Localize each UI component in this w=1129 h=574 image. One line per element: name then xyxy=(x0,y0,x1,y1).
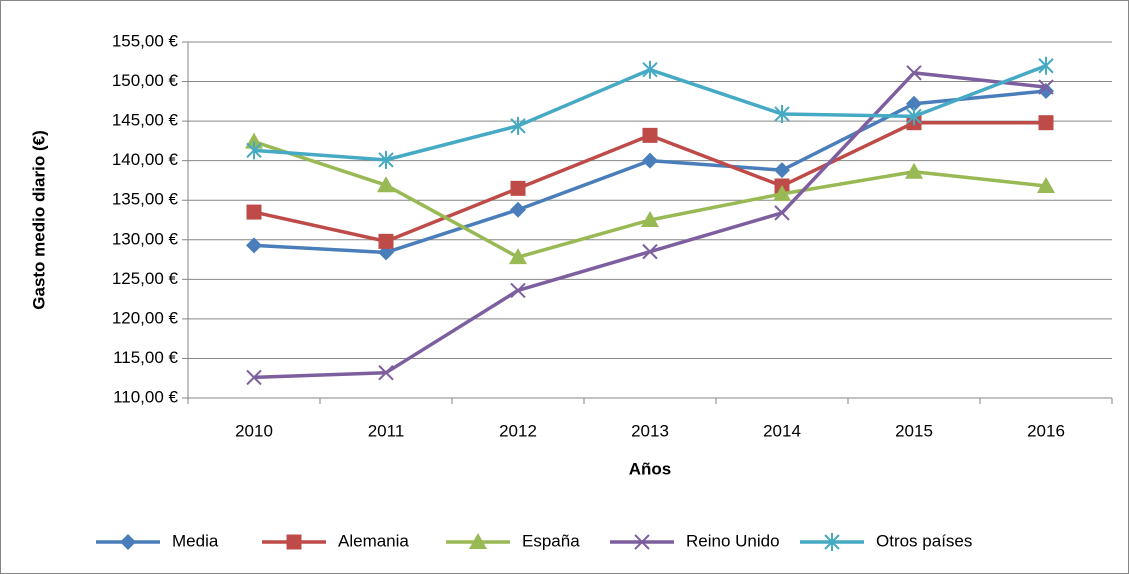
marker xyxy=(774,205,790,221)
marker xyxy=(509,248,527,265)
y-tick-label: 130,00 € xyxy=(112,229,179,248)
legend-marker xyxy=(824,533,840,551)
marker xyxy=(377,176,395,193)
y-tick-label: 110,00 € xyxy=(113,387,178,406)
legend-label: Otros países xyxy=(876,531,972,550)
x-tick-label: 2013 xyxy=(631,421,669,440)
marker xyxy=(774,162,790,179)
x-tick-label: 2016 xyxy=(1027,421,1065,440)
y-tick-label: 150,00 € xyxy=(112,71,179,90)
series xyxy=(246,56,1054,169)
series xyxy=(246,65,1054,386)
y-tick-label: 155,00 € xyxy=(112,31,179,50)
marker xyxy=(246,204,262,220)
marker xyxy=(642,152,658,169)
y-tick-label: 115,00 € xyxy=(113,348,178,367)
legend-marker xyxy=(634,534,650,550)
legend-item: España xyxy=(446,531,580,550)
marker xyxy=(642,60,658,79)
legend-item: Alemania xyxy=(262,531,409,550)
marker xyxy=(906,95,922,112)
legend-item: Otros países xyxy=(800,531,972,551)
marker xyxy=(246,237,262,254)
marker xyxy=(642,243,658,260)
marker xyxy=(1038,115,1054,131)
legend-item: Reino Unido xyxy=(610,531,780,550)
y-tick-label: 145,00 € xyxy=(112,111,179,130)
legend-marker xyxy=(469,533,487,549)
marker xyxy=(906,107,922,126)
legend-label: Reino Unido xyxy=(686,531,780,550)
marker xyxy=(510,282,526,299)
marker xyxy=(774,104,790,123)
marker xyxy=(641,211,659,227)
marker xyxy=(246,369,262,386)
marker xyxy=(510,116,526,135)
marker xyxy=(510,201,526,218)
marker xyxy=(378,150,394,169)
legend-label: Media xyxy=(172,531,219,550)
x-tick-label: 2014 xyxy=(763,421,801,440)
legend-label: España xyxy=(522,531,580,550)
marker xyxy=(378,364,394,381)
y-axis-title: Gasto medio diario (€) xyxy=(29,130,48,309)
x-tick-label: 2015 xyxy=(895,421,933,440)
x-axis-title: Años xyxy=(629,459,672,478)
y-tick-label: 135,00 € xyxy=(112,190,179,209)
x-tick-label: 2011 xyxy=(368,421,405,440)
marker xyxy=(510,180,526,196)
y-tick-label: 120,00 € xyxy=(112,308,179,327)
y-tick-label: 140,00 € xyxy=(112,150,179,169)
marker xyxy=(773,184,791,201)
marker xyxy=(1037,176,1055,193)
marker xyxy=(378,233,394,249)
x-tick-label: 2012 xyxy=(499,421,537,440)
marker xyxy=(246,141,262,160)
marker xyxy=(906,65,922,81)
legend-item: Media xyxy=(96,531,219,550)
legend-label: Alemania xyxy=(338,531,409,550)
marker xyxy=(642,127,658,143)
marker xyxy=(1038,56,1054,75)
legend-marker xyxy=(286,534,302,550)
legend-marker xyxy=(120,534,136,550)
x-tick-label: 2010 xyxy=(235,421,273,440)
marker xyxy=(905,162,923,179)
y-tick-label: 125,00 € xyxy=(112,269,179,288)
marker xyxy=(1038,79,1054,95)
